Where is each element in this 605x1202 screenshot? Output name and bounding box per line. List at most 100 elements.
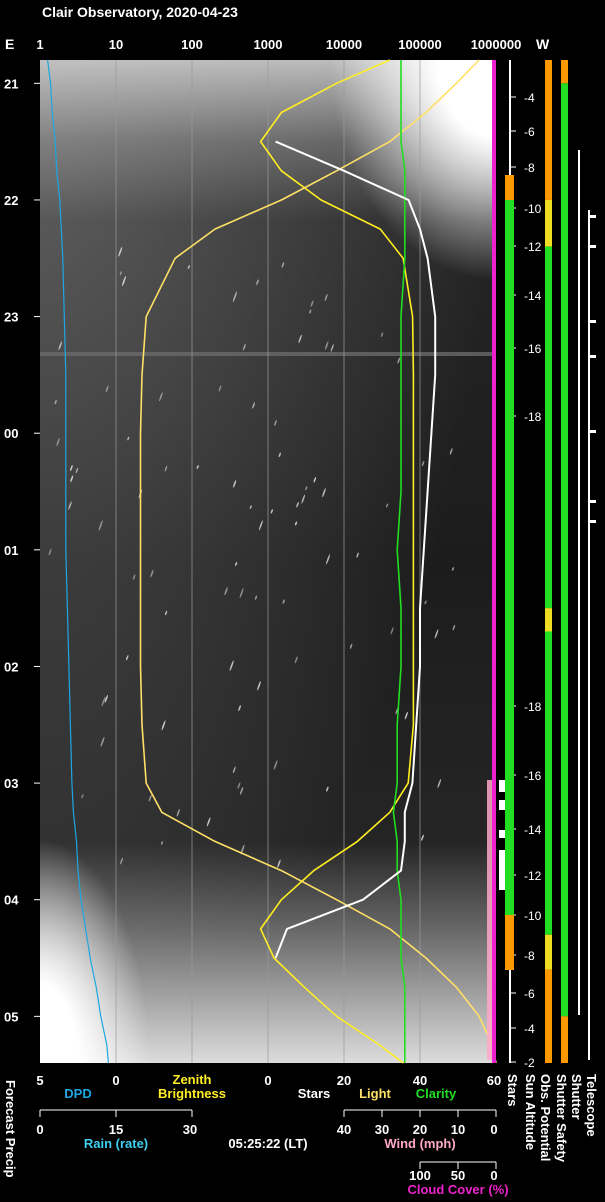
star-streak (161, 720, 166, 731)
star-streak (421, 460, 425, 467)
sun-altitude-tick-label: -16 (524, 342, 542, 356)
star-streak (75, 467, 79, 474)
sun-altitude-tick-label: -12 (524, 869, 542, 883)
shutter-column (578, 150, 580, 1015)
star-streak (196, 465, 199, 470)
top-tick-label: 100000 (398, 37, 441, 52)
time-label: 05 (4, 1009, 18, 1024)
star-streak (176, 808, 180, 817)
time-label: 23 (4, 310, 18, 325)
time-label: 02 (4, 659, 18, 674)
star-streak (224, 586, 228, 596)
star-streak (148, 794, 152, 802)
star-streak (324, 293, 328, 302)
shutter-safety-bar (561, 60, 568, 1063)
clarity-series-line (392, 60, 406, 1063)
sun-altitude-tick-label: -10 (524, 202, 542, 216)
star-streak (127, 436, 130, 441)
star-streak (100, 736, 105, 747)
star-streak (105, 385, 109, 393)
star-streak (164, 610, 168, 616)
stars-column (499, 175, 514, 970)
rain-tick-0: 0 (36, 1122, 43, 1137)
star-streak (240, 844, 245, 855)
top-tick-label: 1000 (254, 37, 283, 52)
star-streak (187, 265, 190, 269)
wind-tick-0: 0 (490, 1122, 497, 1137)
sun-altitude-label: Sun Altitude (523, 1074, 538, 1150)
star-streak (270, 509, 273, 514)
star-streak (104, 694, 108, 703)
cloud-tick-0: 0 (490, 1168, 497, 1183)
status-segment (545, 608, 552, 632)
series-layer (47, 59, 497, 1064)
status-segment (545, 199, 552, 247)
star-streak (305, 486, 308, 491)
star-streak (126, 655, 129, 661)
light-axis-label: Light (359, 1086, 391, 1101)
star-streak (118, 246, 123, 257)
stars-column-label: Stars (505, 1074, 520, 1107)
star-streak (301, 494, 306, 504)
west-label: W (536, 36, 550, 52)
east-label: E (5, 36, 14, 52)
status-segment (545, 934, 552, 970)
star-streak (452, 624, 456, 631)
wind-tick-40: 40 (337, 1122, 351, 1137)
star-streak (326, 786, 329, 792)
dpd-series-line (47, 59, 109, 1064)
status-segment (545, 969, 552, 1063)
top-tick-label: 1000000 (471, 37, 522, 52)
sun-altitude-column: -4 -6 -8 -10 -12 -14 -16 -18 -18 -16 -14 -12 -10 -8 -6… (509, 60, 542, 1070)
star-streak (256, 279, 259, 286)
star-streak (68, 501, 72, 510)
star-streak (330, 344, 334, 352)
star-streak (274, 419, 277, 426)
sun-altitude-tick-label: -2 (524, 1056, 535, 1070)
star-streak (437, 778, 442, 788)
star-streak (164, 465, 168, 472)
star-streak (159, 392, 163, 402)
obs-potential-label: Obs. Potential (538, 1074, 553, 1161)
cloud-tick-100: 100 (409, 1168, 431, 1183)
star-streak (48, 548, 52, 556)
status-segment (545, 246, 552, 609)
star-streak (233, 480, 237, 488)
time-label: 04 (4, 893, 19, 908)
star-streak (238, 705, 241, 712)
star-streak (356, 552, 359, 558)
star-streak (229, 660, 234, 672)
time-label: 00 (4, 426, 18, 441)
sun-altitude-tick-label: -14 (524, 823, 542, 837)
star-streak (277, 859, 281, 868)
star-streak (235, 561, 238, 566)
telescope-label: Telescope (584, 1074, 599, 1137)
star-streak (98, 520, 103, 531)
timestamp: 05:25:22 (LT) (228, 1136, 307, 1151)
star-streak (249, 505, 252, 509)
bottom-axes: 5 0 DPD Zenith Brightness 0 20 40 60 Sta… (36, 1072, 508, 1197)
stars-tick-20: 20 (337, 1073, 351, 1088)
dpd-label: DPD (64, 1086, 91, 1101)
star-streak (404, 711, 408, 720)
forecast-precip-label: Forecast Precip (3, 1080, 18, 1178)
star-streak (81, 794, 84, 799)
time-label: 03 (4, 776, 18, 791)
sun-altitude-tick-label: -6 (524, 125, 535, 139)
zenith-label-2: Brightness (158, 1086, 226, 1101)
rain-tick-30: 30 (183, 1122, 197, 1137)
star-streak (101, 696, 106, 707)
star-streak (54, 399, 57, 405)
star-streak (310, 300, 314, 307)
star-streak (150, 569, 154, 578)
status-segment (561, 83, 568, 1017)
star-streak (298, 334, 302, 344)
light-series-line (139, 59, 497, 1064)
cloud-cover-strip (487, 60, 496, 1063)
star-streak (386, 503, 389, 508)
obs-potential-bar (545, 60, 552, 1063)
stars-tick-60: 60 (487, 1073, 501, 1088)
star-streak (237, 782, 241, 789)
wind-tick-10: 10 (451, 1122, 465, 1137)
